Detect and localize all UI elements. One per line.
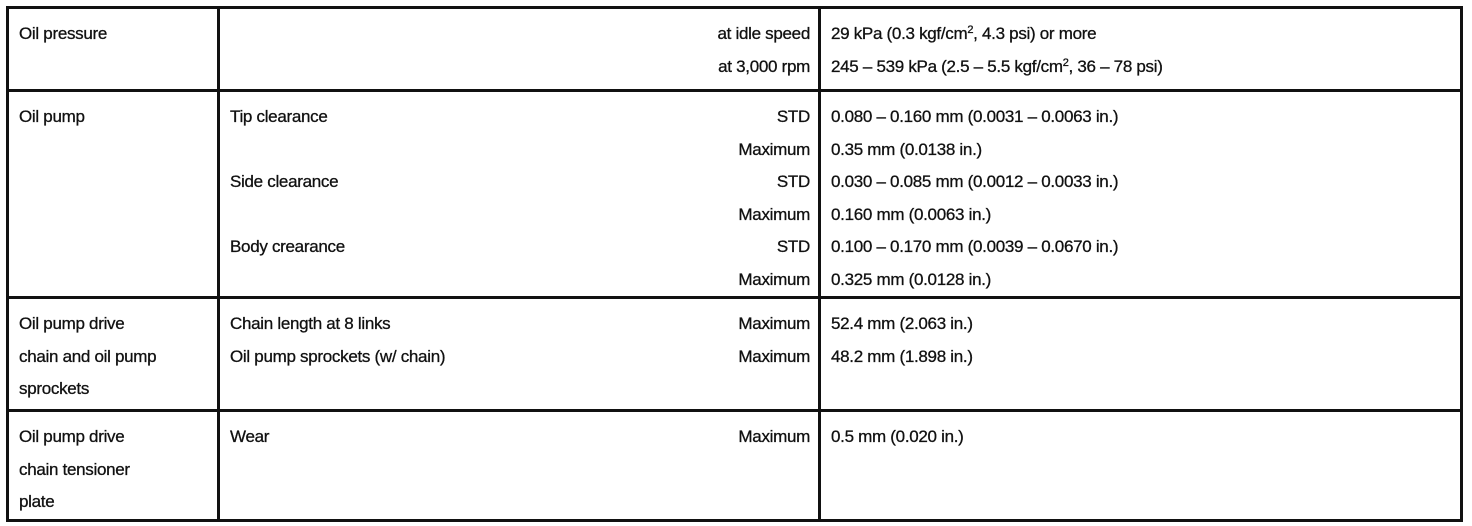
condition: Maximum bbox=[738, 314, 810, 333]
item-label: sprockets bbox=[19, 379, 90, 398]
condition: Maximum bbox=[738, 204, 810, 224]
item-cell: Oil pump drive chain and oil pump sprock… bbox=[6, 296, 220, 412]
table-row-tensioner-plate: Oil pump drive chain tensioner plate Wea… bbox=[6, 409, 1463, 522]
item-label: chain tensioner bbox=[19, 459, 130, 479]
value-cell: 29 kPa (0.3 kgf/cm2, 4.3 psi) or more 24… bbox=[818, 6, 1463, 92]
spec-value: 0.160 mm (0.0063 in.) bbox=[831, 204, 992, 224]
spec-value: 52.4 mm (2.063 in.) bbox=[831, 314, 973, 333]
condition: Maximum bbox=[738, 427, 810, 446]
condition-cell: at idle speed at 3,000 rpm bbox=[217, 6, 821, 92]
item-label: Oil pump drive bbox=[19, 314, 125, 333]
sub-item: Side clearance bbox=[230, 172, 339, 191]
sub-item: Wear bbox=[230, 427, 270, 446]
item-label: Oil pressure bbox=[19, 24, 108, 43]
spec-value: 0.080 – 0.160 mm (0.0031 – 0.0063 in.) bbox=[831, 107, 1119, 126]
condition-cell: Tip clearance STD Maximum Side clearance S… bbox=[217, 89, 821, 299]
table-row-drive-chain: Oil pump drive chain and oil pump sprock… bbox=[6, 296, 1463, 412]
table-row-oil-pump: Oil pump Tip clearance STD Maximum Side c… bbox=[6, 89, 1463, 299]
value-cell: 52.4 mm (2.063 in.) 48.2 mm (1.898 in.) bbox=[818, 296, 1463, 412]
item-label: Oil pump drive bbox=[19, 427, 125, 446]
condition-cell: Wear Maximum bbox=[217, 409, 821, 522]
item-label: Oil pump bbox=[19, 107, 85, 126]
item-cell: Oil pump drive chain tensioner plate bbox=[6, 409, 220, 522]
sub-item: Body crearance bbox=[230, 237, 345, 256]
condition-cell: Chain length at 8 links Maximum Oil pump … bbox=[217, 296, 821, 412]
spec-value: 0.030 – 0.085 mm (0.0012 – 0.0033 in.) bbox=[831, 172, 1119, 191]
item-label: plate bbox=[19, 492, 55, 511]
item-cell: Oil pump bbox=[6, 89, 220, 299]
spec-value: 0.35 mm (0.0138 in.) bbox=[831, 139, 982, 159]
item-label: chain and oil pump bbox=[19, 346, 157, 366]
oil-specs-table: Oil pressure at idle speed at 3,000 rpm … bbox=[6, 6, 1463, 522]
condition: at 3,000 rpm bbox=[718, 56, 810, 76]
spec-value: 245 – 539 kPa (2.5 – 5.5 kgf/cm2, 36 – 7… bbox=[831, 56, 1163, 76]
spec-value: 0.100 – 0.170 mm (0.0039 – 0.0670 in.) bbox=[831, 237, 1119, 256]
spec-value: 0.5 mm (0.020 in.) bbox=[831, 427, 964, 446]
condition: Maximum bbox=[738, 269, 810, 289]
spec-value: 48.2 mm (1.898 in.) bbox=[831, 346, 973, 366]
sub-item: Tip clearance bbox=[230, 107, 328, 126]
value-cell: 0.080 – 0.160 mm (0.0031 – 0.0063 in.) 0… bbox=[818, 89, 1463, 299]
condition: Maximum bbox=[738, 139, 810, 159]
sub-item: Oil pump sprockets (w/ chain) bbox=[230, 346, 446, 366]
item-cell: Oil pressure bbox=[6, 6, 220, 92]
condition: STD bbox=[776, 107, 811, 126]
condition: at idle speed bbox=[717, 24, 810, 43]
value-cell: 0.5 mm (0.020 in.) bbox=[818, 409, 1463, 522]
sub-item: Chain length at 8 links bbox=[230, 314, 391, 333]
table-row-oil-pressure: Oil pressure at idle speed at 3,000 rpm … bbox=[6, 6, 1463, 92]
spec-value: 29 kPa (0.3 kgf/cm2, 4.3 psi) or more bbox=[831, 24, 1097, 43]
condition: Maximum bbox=[738, 346, 810, 366]
spec-value: 0.325 mm (0.0128 in.) bbox=[831, 269, 992, 289]
condition: STD bbox=[776, 172, 811, 191]
condition: STD bbox=[776, 237, 811, 256]
